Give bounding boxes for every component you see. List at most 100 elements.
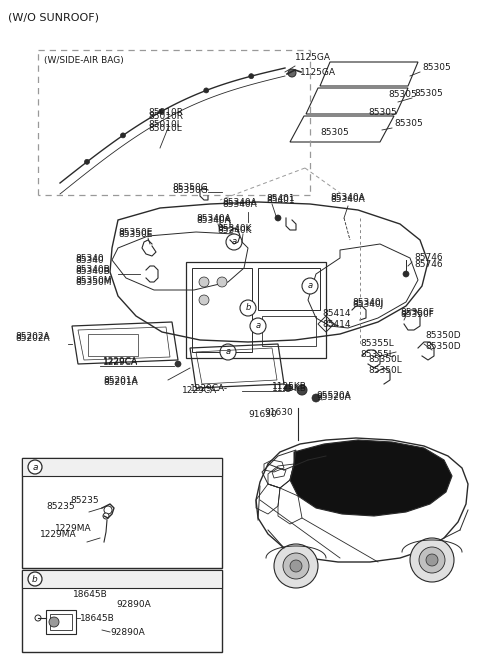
Circle shape — [274, 544, 318, 588]
Text: 85340K: 85340K — [217, 226, 252, 235]
Circle shape — [49, 617, 59, 627]
Text: 85340B: 85340B — [75, 265, 110, 274]
Text: 18645B: 18645B — [80, 614, 115, 623]
Text: 85305: 85305 — [320, 128, 349, 137]
Circle shape — [297, 385, 307, 395]
Text: 85202A: 85202A — [15, 334, 49, 343]
Circle shape — [285, 385, 291, 391]
Circle shape — [290, 560, 302, 572]
Circle shape — [199, 277, 209, 287]
Text: 1229CA-: 1229CA- — [190, 384, 228, 393]
Text: 91630: 91630 — [248, 410, 277, 419]
Text: b: b — [245, 304, 251, 312]
Text: 85340A: 85340A — [196, 216, 231, 225]
Circle shape — [28, 460, 42, 474]
Text: 85201A: 85201A — [103, 378, 138, 387]
Text: a: a — [307, 282, 312, 290]
Text: 85350E: 85350E — [118, 230, 152, 239]
Circle shape — [28, 572, 42, 586]
Text: 85414: 85414 — [322, 320, 350, 329]
Text: 85340: 85340 — [75, 256, 104, 265]
Text: 85235: 85235 — [46, 502, 74, 511]
Circle shape — [288, 69, 296, 77]
Text: 1229MA: 1229MA — [40, 530, 77, 539]
Circle shape — [120, 133, 125, 138]
Text: 85746: 85746 — [414, 260, 443, 269]
Text: 18645B: 18645B — [73, 590, 108, 599]
Text: 85746: 85746 — [414, 253, 443, 263]
Text: 1125GA: 1125GA — [295, 53, 331, 62]
Text: 85350F: 85350F — [400, 308, 434, 317]
Circle shape — [217, 277, 227, 287]
Circle shape — [275, 215, 281, 221]
Circle shape — [199, 295, 209, 305]
Circle shape — [249, 74, 254, 79]
Text: 85350M: 85350M — [75, 276, 111, 285]
Bar — [50, 614, 72, 630]
Text: 85340A: 85340A — [222, 200, 257, 209]
Text: 85340A: 85340A — [222, 198, 257, 207]
Text: 85305: 85305 — [368, 108, 397, 117]
Text: 85305: 85305 — [394, 119, 423, 129]
Text: 85414: 85414 — [322, 309, 350, 318]
Text: 85010R: 85010R — [148, 108, 183, 117]
Text: 1125KB: 1125KB — [272, 384, 307, 393]
Bar — [22, 458, 222, 568]
Circle shape — [175, 361, 181, 367]
Text: 85350M: 85350M — [75, 278, 111, 287]
Text: a: a — [255, 321, 261, 331]
Text: 85355L: 85355L — [360, 339, 394, 348]
Text: 85305: 85305 — [422, 63, 451, 73]
Circle shape — [240, 300, 256, 316]
Text: 85235: 85235 — [70, 496, 98, 505]
Circle shape — [220, 344, 236, 360]
Bar — [192, 268, 252, 352]
Circle shape — [250, 318, 266, 334]
Text: a: a — [32, 463, 38, 471]
Bar — [46, 610, 76, 634]
Text: 1229CA: 1229CA — [103, 357, 138, 366]
Circle shape — [312, 394, 320, 402]
Text: 85340J: 85340J — [352, 300, 383, 309]
Circle shape — [104, 506, 112, 514]
Text: 85201A: 85201A — [103, 376, 138, 385]
Circle shape — [403, 271, 409, 277]
Text: 85010L: 85010L — [148, 124, 182, 133]
Text: 85401: 85401 — [266, 196, 295, 205]
Text: 1125GA: 1125GA — [300, 68, 336, 77]
Text: 85350G: 85350G — [172, 186, 208, 195]
Text: b: b — [32, 574, 38, 583]
Text: (W/SIDE-AIR BAG): (W/SIDE-AIR BAG) — [44, 56, 124, 65]
Text: 85401: 85401 — [266, 194, 295, 203]
Bar — [88, 334, 138, 356]
Bar — [258, 268, 320, 310]
Text: 91630: 91630 — [264, 408, 293, 417]
Text: 85350L: 85350L — [368, 366, 402, 375]
Text: 85010L: 85010L — [148, 120, 182, 129]
Text: 85305: 85305 — [414, 90, 443, 98]
Circle shape — [103, 513, 109, 519]
Text: 85350F: 85350F — [400, 310, 434, 319]
Text: 85202A: 85202A — [15, 332, 49, 341]
Circle shape — [410, 538, 454, 582]
Polygon shape — [290, 440, 452, 516]
Circle shape — [302, 278, 318, 294]
Text: 85305: 85305 — [388, 90, 417, 99]
Text: 1229CA-: 1229CA- — [182, 386, 220, 395]
Text: 85355L: 85355L — [360, 350, 394, 359]
Text: 85340: 85340 — [75, 254, 104, 263]
Circle shape — [159, 109, 164, 114]
Text: 85340K: 85340K — [217, 224, 252, 233]
Text: 95520A: 95520A — [316, 391, 351, 400]
Circle shape — [84, 159, 89, 164]
Text: 85340A: 85340A — [330, 195, 365, 204]
Text: 1125KB: 1125KB — [272, 382, 307, 391]
Text: 85350L: 85350L — [368, 355, 402, 364]
Text: 85340A: 85340A — [196, 214, 231, 223]
Text: a: a — [226, 348, 230, 356]
Text: 95520A: 95520A — [316, 393, 351, 402]
Text: 85340J: 85340J — [352, 298, 383, 307]
Text: 85350D: 85350D — [425, 342, 461, 351]
Circle shape — [426, 554, 438, 566]
Circle shape — [419, 547, 445, 573]
